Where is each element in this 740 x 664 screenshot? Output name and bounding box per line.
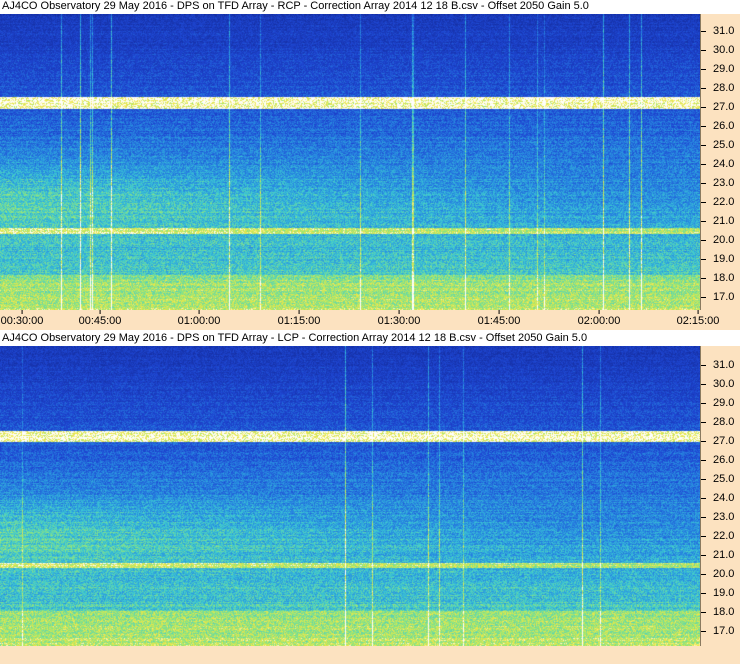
spectrogram-panel-rcp: AJ4CO Observatory 29 May 2016 - DPS on T… [0,0,740,330]
freq-tick: 24.0 [701,158,740,170]
freq-tick: 31.0 [701,359,740,371]
panel-title: AJ4CO Observatory 29 May 2016 - DPS on T… [2,0,589,12]
freq-tick: 31.0 [701,25,740,37]
spectrogram-image [0,346,700,646]
panel-title: AJ4CO Observatory 29 May 2016 - DPS on T… [2,332,588,344]
time-tick: 00:30:00 [0,310,44,327]
frequency-axis: 31.0 30.0 29.0 28.0 27.0 26.0 25.0 24.0 … [700,346,740,664]
freq-tick: 26.0 [701,454,740,466]
freq-tick: 21.0 [701,549,740,561]
freq-tick: 25.0 [701,139,740,151]
time-tick: 01:15:00 [277,310,321,327]
freq-tick: 22.0 [701,530,740,542]
freq-tick: 26.0 [701,120,740,132]
freq-tick: 27.0 [701,435,740,447]
freq-tick: 30.0 [701,378,740,390]
freq-tick: 25.0 [701,473,740,485]
time-axis-empty [0,646,740,664]
freq-tick: 20.0 [701,234,740,246]
freq-tick: 29.0 [701,63,740,75]
time-tick: 01:45:00 [477,310,521,327]
time-tick: 00:45:00 [78,310,122,327]
time-tick: 02:15:00 [676,310,720,327]
freq-tick: 17.0 [701,291,740,303]
freq-tick: 23.0 [701,177,740,189]
spectrogram-panel-lcp: AJ4CO Observatory 29 May 2016 - DPS on T… [0,332,740,664]
freq-tick: 29.0 [701,397,740,409]
frequency-axis: 31.0 30.0 29.0 28.0 27.0 26.0 25.0 24.0 … [700,14,740,310]
freq-tick: 21.0 [701,215,740,227]
freq-tick: 18.0 [701,272,740,284]
freq-tick: 17.0 [701,625,740,637]
freq-tick: 20.0 [701,568,740,580]
freq-tick: 18.0 [701,606,740,618]
time-tick: 02:00:00 [577,310,621,327]
time-tick: 01:30:00 [377,310,421,327]
spectrogram-image [0,14,700,310]
freq-tick: 23.0 [701,511,740,523]
freq-tick: 19.0 [701,587,740,599]
freq-tick: 27.0 [701,101,740,113]
freq-tick: 28.0 [701,416,740,428]
freq-tick: 30.0 [701,44,740,56]
freq-tick: 19.0 [701,253,740,265]
freq-tick: 22.0 [701,196,740,208]
time-axis: 00:30:00 00:45:00 01:00:00 01:15:00 01:3… [0,310,740,330]
freq-tick: 24.0 [701,492,740,504]
freq-tick: 28.0 [701,82,740,94]
time-tick: 01:00:00 [177,310,221,327]
